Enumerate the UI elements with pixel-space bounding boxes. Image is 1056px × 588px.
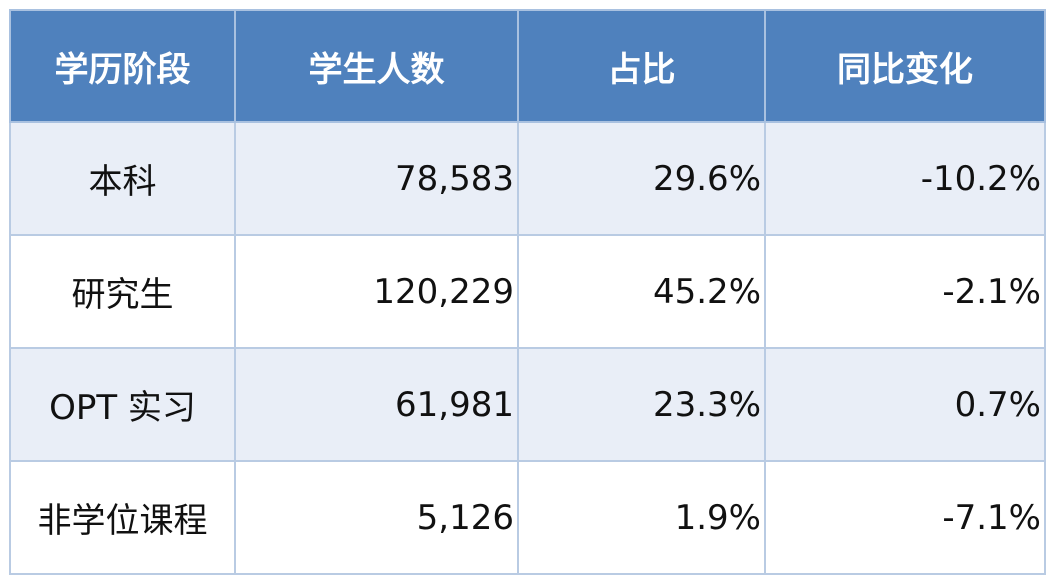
table-row: 本科 78,583 29.6% -10.2% xyxy=(9,121,1046,236)
cell-yoy: -10.2% xyxy=(764,121,1046,236)
cell-yoy: 0.7% xyxy=(764,347,1046,462)
cell-yoy: -7.1% xyxy=(764,460,1046,575)
cell-stage: 本科 xyxy=(9,121,236,236)
cell-share: 23.3% xyxy=(517,347,766,462)
cell-share: 29.6% xyxy=(517,121,766,236)
header-yoy: 同比变化 xyxy=(764,9,1046,123)
cell-share: 45.2% xyxy=(517,234,766,349)
data-table: 学历阶段 学生人数 占比 同比变化 本科 78,583 29.6% -10.2%… xyxy=(9,9,1046,575)
cell-stage: OPT 实习 xyxy=(9,347,236,462)
cell-yoy: -2.1% xyxy=(764,234,1046,349)
table-row: OPT 实习 61,981 23.3% 0.7% xyxy=(9,347,1046,462)
header-stage: 学历阶段 xyxy=(9,9,236,123)
table-row: 非学位课程 5,126 1.9% -7.1% xyxy=(9,460,1046,575)
header-students: 学生人数 xyxy=(234,9,519,123)
cell-stage: 非学位课程 xyxy=(9,460,236,575)
cell-students: 5,126 xyxy=(234,460,519,575)
header-share: 占比 xyxy=(517,9,766,123)
cell-students: 61,981 xyxy=(234,347,519,462)
cell-students: 78,583 xyxy=(234,121,519,236)
cell-share: 1.9% xyxy=(517,460,766,575)
cell-students: 120,229 xyxy=(234,234,519,349)
header-row: 学历阶段 学生人数 占比 同比变化 xyxy=(9,9,1046,123)
cell-stage: 研究生 xyxy=(9,234,236,349)
table-row: 研究生 120,229 45.2% -2.1% xyxy=(9,234,1046,349)
